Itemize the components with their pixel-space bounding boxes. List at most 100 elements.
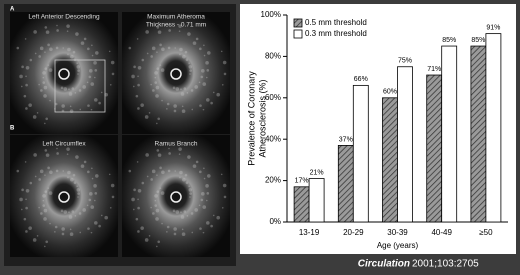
- speckle: [49, 223, 51, 225]
- speckle: [133, 189, 136, 192]
- speckle: [79, 212, 82, 215]
- speckle: [101, 215, 103, 217]
- speckle: [94, 221, 98, 225]
- speckle: [201, 199, 204, 202]
- speckle: [38, 207, 40, 209]
- speckle: [38, 178, 41, 181]
- speckle: [179, 171, 183, 175]
- speckle: [210, 102, 213, 105]
- speckle: [137, 107, 140, 110]
- speckle: [79, 89, 82, 92]
- speckle: [176, 87, 180, 91]
- speckle: [194, 85, 198, 89]
- speckle: [110, 207, 112, 209]
- speckle: [156, 190, 159, 193]
- speckle: [184, 210, 187, 213]
- y-tick-label: 80%: [265, 52, 281, 61]
- speckle: [180, 88, 182, 90]
- speckle: [81, 41, 85, 45]
- speckle: [95, 51, 99, 55]
- speckle: [44, 51, 46, 53]
- speckle: [38, 84, 40, 86]
- image-label: Left Circumflex: [42, 141, 86, 148]
- speckle: [154, 81, 157, 84]
- speckle: [131, 198, 135, 202]
- speckle: [173, 210, 176, 213]
- speckle: [44, 209, 48, 213]
- speckle: [137, 75, 139, 77]
- speckle: [62, 233, 65, 236]
- bar: [427, 75, 442, 222]
- speckle: [26, 189, 30, 193]
- speckle: [206, 192, 209, 195]
- x-tick-label: 30-39: [387, 228, 408, 237]
- speckle: [79, 109, 81, 111]
- speckle: [156, 174, 158, 176]
- y-tick-label: 100%: [261, 10, 281, 19]
- speckle: [173, 227, 177, 231]
- image-label: Ramus Branch: [155, 141, 198, 148]
- speckle: [196, 38, 199, 41]
- speckle: [110, 84, 112, 86]
- speckle: [70, 229, 72, 231]
- speckle: [95, 174, 99, 178]
- speckle: [174, 47, 176, 49]
- speckle: [199, 227, 202, 230]
- speckle: [43, 94, 47, 98]
- speckle: [199, 171, 202, 174]
- speckle: [213, 92, 215, 94]
- speckle: [205, 61, 209, 65]
- image-label: Maximum Atheroma: [147, 14, 205, 21]
- speckle: [66, 24, 70, 28]
- speckle: [167, 103, 170, 106]
- bar: [338, 145, 353, 222]
- speckle: [150, 55, 153, 58]
- speckle: [87, 104, 90, 107]
- speckle: [187, 155, 191, 159]
- speckle: [185, 174, 188, 177]
- speckle: [37, 112, 39, 114]
- speckle: [138, 189, 142, 193]
- speckle: [191, 212, 194, 215]
- speckle: [47, 167, 50, 170]
- speckle: [206, 221, 210, 225]
- speckle: [145, 238, 149, 242]
- speckle: [45, 240, 48, 243]
- speckle: [94, 192, 97, 195]
- speckle: [159, 44, 162, 47]
- speckle: [94, 200, 96, 202]
- speckle: [181, 215, 185, 219]
- speckle: [179, 30, 181, 32]
- panel-letter: A: [10, 7, 15, 13]
- speckle: [154, 71, 158, 75]
- figure: A Left Anterior Descending Maximum Ather…: [0, 0, 520, 275]
- speckle: [21, 66, 24, 69]
- speckle: [87, 227, 90, 230]
- speckle: [44, 123, 46, 125]
- bar: [294, 187, 309, 222]
- speckle: [56, 47, 59, 50]
- speckle: [76, 185, 78, 187]
- speckle: [37, 235, 39, 237]
- speckle: [157, 240, 160, 243]
- speckle: [77, 69, 80, 72]
- speckle: [137, 84, 140, 87]
- speckle: [152, 212, 155, 215]
- speckle: [186, 58, 189, 61]
- speckle: [77, 192, 80, 195]
- speckle: [133, 66, 136, 69]
- speckle: [152, 170, 156, 174]
- speckle: [179, 48, 183, 52]
- speckle: [70, 178, 74, 182]
- value-label: 21%: [310, 169, 324, 176]
- speckle: [91, 232, 93, 234]
- speckle: [137, 38, 139, 40]
- speckle: [206, 69, 209, 72]
- speckle: [149, 235, 151, 237]
- y-axis-label: Prevalence of Coronary: [246, 71, 256, 166]
- speckle: [168, 152, 171, 155]
- speckle: [156, 246, 158, 248]
- speckle: [156, 209, 160, 213]
- speckle: [221, 174, 223, 176]
- speckle: [202, 205, 206, 209]
